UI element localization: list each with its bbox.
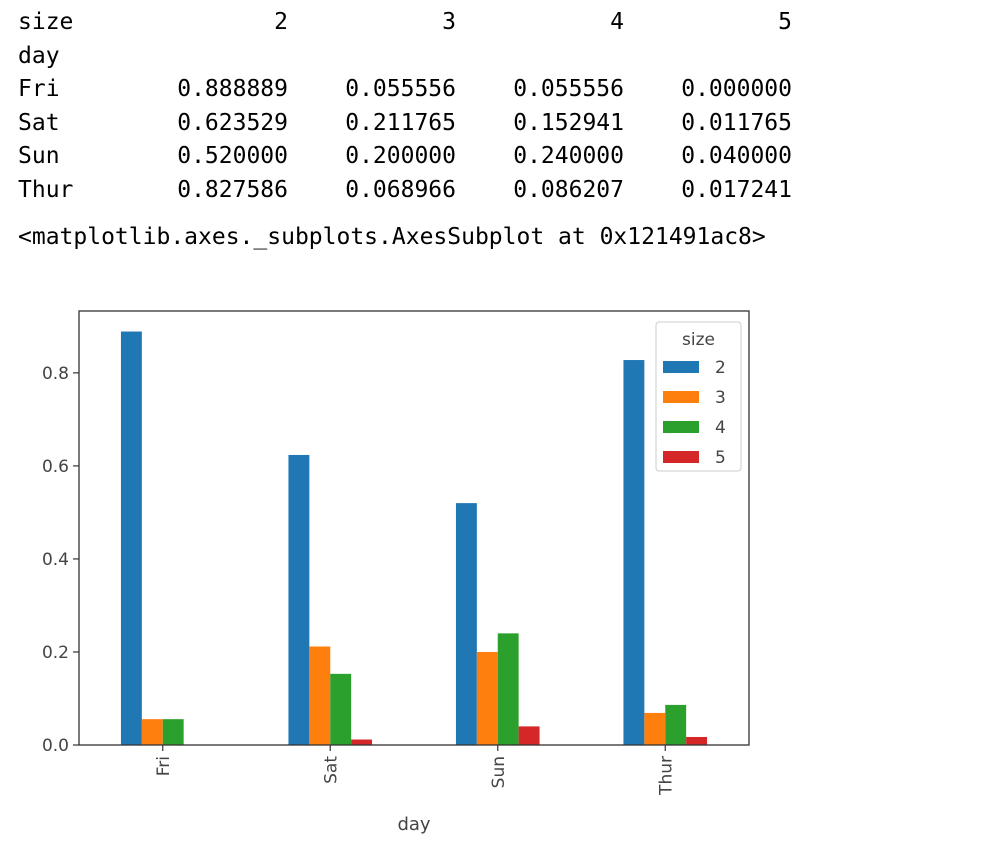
bar	[141, 719, 163, 745]
bar	[644, 712, 666, 745]
legend-swatch	[663, 391, 699, 403]
bar	[665, 704, 687, 745]
column-header: 4	[610, 9, 624, 35]
row-label: Sat	[18, 109, 60, 136]
dataframe-table: size 2 3 4 5 day Fri 0.888889 0.055556 0.055556 0.…	[18, 6, 792, 208]
plot-area	[79, 311, 749, 745]
bar	[686, 736, 708, 745]
legend-swatch	[663, 361, 699, 373]
column-header: 5	[778, 9, 792, 35]
empty-cell	[120, 40, 288, 74]
y-tick-label: 0.2	[42, 643, 69, 663]
table-cell: 0.623529	[177, 109, 288, 136]
y-tick-label: 0.4	[42, 550, 69, 570]
legend-title: size	[682, 330, 715, 350]
x-tick-label: Sat	[321, 756, 341, 784]
legend-swatch	[663, 421, 699, 433]
bar	[623, 360, 645, 745]
table-cell: 0.827586	[177, 176, 288, 203]
table-cell: 0.068966	[345, 176, 456, 203]
empty-cell	[456, 40, 624, 74]
row-label: Thur	[18, 176, 74, 203]
bar	[476, 651, 498, 745]
table-cell: 0.888889	[177, 76, 288, 103]
legend-label: 2	[715, 358, 726, 378]
x-tick-label: Sun	[489, 756, 509, 788]
bar	[309, 646, 331, 745]
table-cell: 0.211765	[345, 109, 456, 136]
table-cell: 0.000000	[681, 76, 792, 103]
bar	[288, 454, 310, 745]
table-cell: 0.017241	[681, 176, 792, 203]
index-name-row: day	[18, 40, 792, 74]
columns-name: size	[18, 9, 74, 35]
table-row: Sat 0.623529 0.211765 0.152941 0.011765	[18, 107, 792, 141]
table-cell: 0.520000	[177, 143, 288, 170]
y-tick-label: 0.0	[42, 736, 69, 756]
table-cell: 0.086207	[513, 176, 624, 203]
bar	[455, 503, 477, 745]
x-tick-label: Thur	[656, 756, 676, 796]
legend-swatch	[663, 451, 699, 463]
bar	[497, 633, 519, 745]
empty-cell	[624, 40, 792, 74]
table-cell: 0.152941	[513, 109, 624, 136]
column-header: 2	[274, 9, 288, 35]
table-header-row: size 2 3 4 5	[18, 6, 792, 40]
table-cell: 0.040000	[681, 143, 792, 170]
y-tick-label: 0.6	[42, 457, 69, 477]
table-row: Thur 0.827586 0.068966 0.086207 0.017241	[18, 174, 792, 208]
bar	[162, 719, 184, 745]
legend-label: 4	[715, 418, 726, 438]
table-cell: 0.200000	[345, 143, 456, 170]
table-cell: 0.011765	[681, 109, 792, 136]
table-cell: 0.055556	[345, 76, 456, 103]
row-label: Sun	[18, 143, 60, 170]
table-cell: 0.055556	[513, 76, 624, 103]
bar	[330, 673, 352, 745]
y-tick-label: 0.8	[42, 364, 69, 384]
row-label: Fri	[18, 76, 60, 103]
index-name: day	[18, 42, 60, 69]
table-row: Sun 0.520000 0.200000 0.240000 0.040000	[18, 140, 792, 174]
axes-repr-text: <matplotlib.axes._subplots.AxesSubplot a…	[18, 223, 766, 250]
bar	[120, 331, 142, 745]
column-header: 3	[442, 9, 456, 35]
bar	[518, 726, 540, 745]
legend-label: 5	[715, 448, 726, 468]
bar	[351, 739, 373, 745]
legend-label: 3	[715, 388, 726, 408]
axes-frame	[78, 310, 750, 746]
table-row: Fri 0.888889 0.055556 0.055556 0.000000	[18, 73, 792, 107]
table-cell: 0.240000	[513, 143, 624, 170]
cell-output: size 2 3 4 5 day Fri 0.888889 0.055556 0.055556 0.…	[18, 6, 792, 252]
x-axis-label: day	[397, 814, 430, 835]
x-tick-label: Fri	[154, 756, 174, 776]
empty-cell	[288, 40, 456, 74]
